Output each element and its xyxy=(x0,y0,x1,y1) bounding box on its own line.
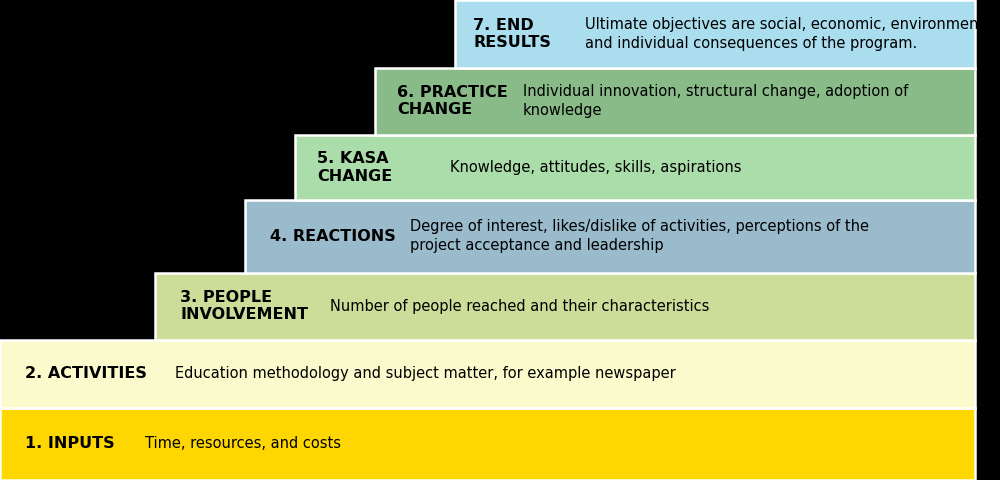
Bar xyxy=(245,200,975,273)
Bar xyxy=(155,273,975,340)
Text: 7. END
RESULTS: 7. END RESULTS xyxy=(473,18,551,50)
Text: 4. REACTIONS: 4. REACTIONS xyxy=(270,229,396,244)
Bar xyxy=(0,408,975,480)
Bar xyxy=(455,0,975,68)
Text: 5. KASA
CHANGE: 5. KASA CHANGE xyxy=(317,151,392,184)
Text: 2. ACTIVITIES: 2. ACTIVITIES xyxy=(25,366,147,381)
Text: Education methodology and subject matter, for example newspaper: Education methodology and subject matter… xyxy=(175,366,676,381)
Text: 3. PEOPLE
INVOLVEMENT: 3. PEOPLE INVOLVEMENT xyxy=(180,290,308,323)
Bar xyxy=(295,135,975,200)
Bar xyxy=(375,68,975,135)
Text: Individual innovation, structural change, adoption of
knowledge: Individual innovation, structural change… xyxy=(523,84,908,118)
Text: 6. PRACTICE
CHANGE: 6. PRACTICE CHANGE xyxy=(397,85,508,118)
Text: Ultimate objectives are social, economic, environmental,
and individual conseque: Ultimate objectives are social, economic… xyxy=(585,17,1000,50)
Text: Time, resources, and costs: Time, resources, and costs xyxy=(145,436,341,451)
Bar xyxy=(0,340,975,408)
Text: Knowledge, attitudes, skills, aspirations: Knowledge, attitudes, skills, aspiration… xyxy=(450,160,742,175)
Text: Number of people reached and their characteristics: Number of people reached and their chara… xyxy=(330,299,709,314)
Text: 1. INPUTS: 1. INPUTS xyxy=(25,436,115,451)
Text: Degree of interest, likes/dislike of activities, perceptions of the
project acce: Degree of interest, likes/dislike of act… xyxy=(410,219,869,253)
